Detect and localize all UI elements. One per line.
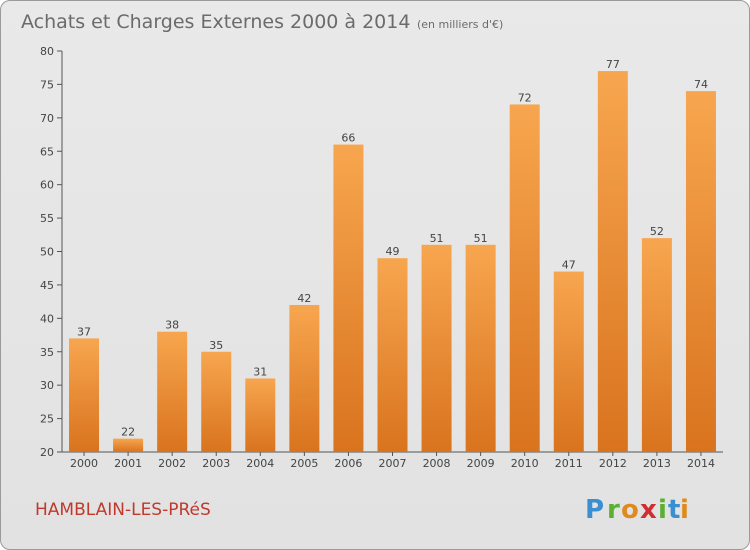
x-tick-label: 2010 <box>511 457 539 470</box>
bar-value-label: 77 <box>606 58 620 71</box>
bar-value-label: 37 <box>77 325 91 338</box>
x-tick-label: 2009 <box>467 457 495 470</box>
x-tick-label: 2002 <box>158 457 186 470</box>
bar-value-label: 47 <box>562 259 576 272</box>
bar <box>333 144 364 453</box>
y-tick-label: 35 <box>40 346 54 359</box>
logo-letter: o <box>621 495 639 525</box>
logo-letter: P <box>585 495 604 525</box>
x-tick-label: 2013 <box>643 457 671 470</box>
y-tick-label: 40 <box>40 312 54 325</box>
y-tick-label: 45 <box>40 279 54 292</box>
bar-value-label: 74 <box>694 78 708 91</box>
bar-value-label: 52 <box>650 225 664 238</box>
x-tick-label: 2008 <box>423 457 451 470</box>
bar <box>377 258 408 452</box>
bar <box>69 338 100 452</box>
bar <box>113 438 144 452</box>
bar <box>421 244 452 452</box>
logo-letter: t <box>668 495 680 525</box>
bar-value-label: 38 <box>165 319 179 332</box>
y-tick-label: 70 <box>40 112 54 125</box>
bars: 37 22 38 35 31 42 66 49 51 51 72 47 77 52 74 <box>69 58 716 453</box>
y-tick-label: 25 <box>40 413 54 426</box>
x-tick-label: 2011 <box>555 457 583 470</box>
commune-name: HAMBLAIN-LES-PRéS <box>35 500 211 520</box>
bar <box>509 104 540 452</box>
y-tick-label: 30 <box>40 379 54 392</box>
x-tick-label: 2006 <box>334 457 362 470</box>
y-tick-label: 65 <box>40 145 54 158</box>
bar-value-label: 42 <box>297 292 311 305</box>
axes: 20 25 30 35 40 45 50 55 60 65 70 75 80 2000 2001 2002 20… <box>40 45 723 470</box>
bar <box>245 378 276 452</box>
bar <box>685 91 716 452</box>
logo-letter: x <box>640 495 657 525</box>
x-tick-label: 2005 <box>290 457 318 470</box>
bar-value-label: 51 <box>430 232 444 245</box>
y-tick-label: 60 <box>40 179 54 192</box>
x-tick-label: 2004 <box>246 457 274 470</box>
y-tick-label: 20 <box>40 446 54 459</box>
bar-value-label: 66 <box>341 132 355 145</box>
logo-letter: i <box>680 495 689 525</box>
chart-title: Achats et Charges Externes 2000 à 2014 <box>21 11 410 33</box>
bar-value-label: 51 <box>474 232 488 245</box>
y-tick-label: 50 <box>40 246 54 259</box>
logo-letter: r <box>607 495 620 525</box>
bar <box>553 271 584 452</box>
y-tick-label: 75 <box>40 78 54 91</box>
bar-value-label: 49 <box>386 245 400 258</box>
bar <box>289 304 320 452</box>
y-tick-label: 80 <box>40 45 54 58</box>
bar <box>157 331 188 452</box>
bar <box>465 244 496 452</box>
y-tick-label: 55 <box>40 212 54 225</box>
x-tick-label: 2012 <box>599 457 627 470</box>
bar <box>597 71 628 453</box>
bar <box>641 238 672 452</box>
x-tick-label: 2003 <box>202 457 230 470</box>
logo-letter: i <box>658 495 667 525</box>
x-tick-label: 2014 <box>687 457 715 470</box>
x-tick-label: 2001 <box>114 457 142 470</box>
bar <box>201 351 232 452</box>
x-tick-label: 2000 <box>70 457 98 470</box>
bar-value-label: 72 <box>518 91 532 104</box>
bar-value-label: 31 <box>253 365 267 378</box>
bar-value-label: 22 <box>121 426 135 439</box>
chart-unit: (en milliers d'€) <box>417 18 503 31</box>
bar-value-label: 35 <box>209 339 223 352</box>
x-tick-label: 2007 <box>379 457 407 470</box>
